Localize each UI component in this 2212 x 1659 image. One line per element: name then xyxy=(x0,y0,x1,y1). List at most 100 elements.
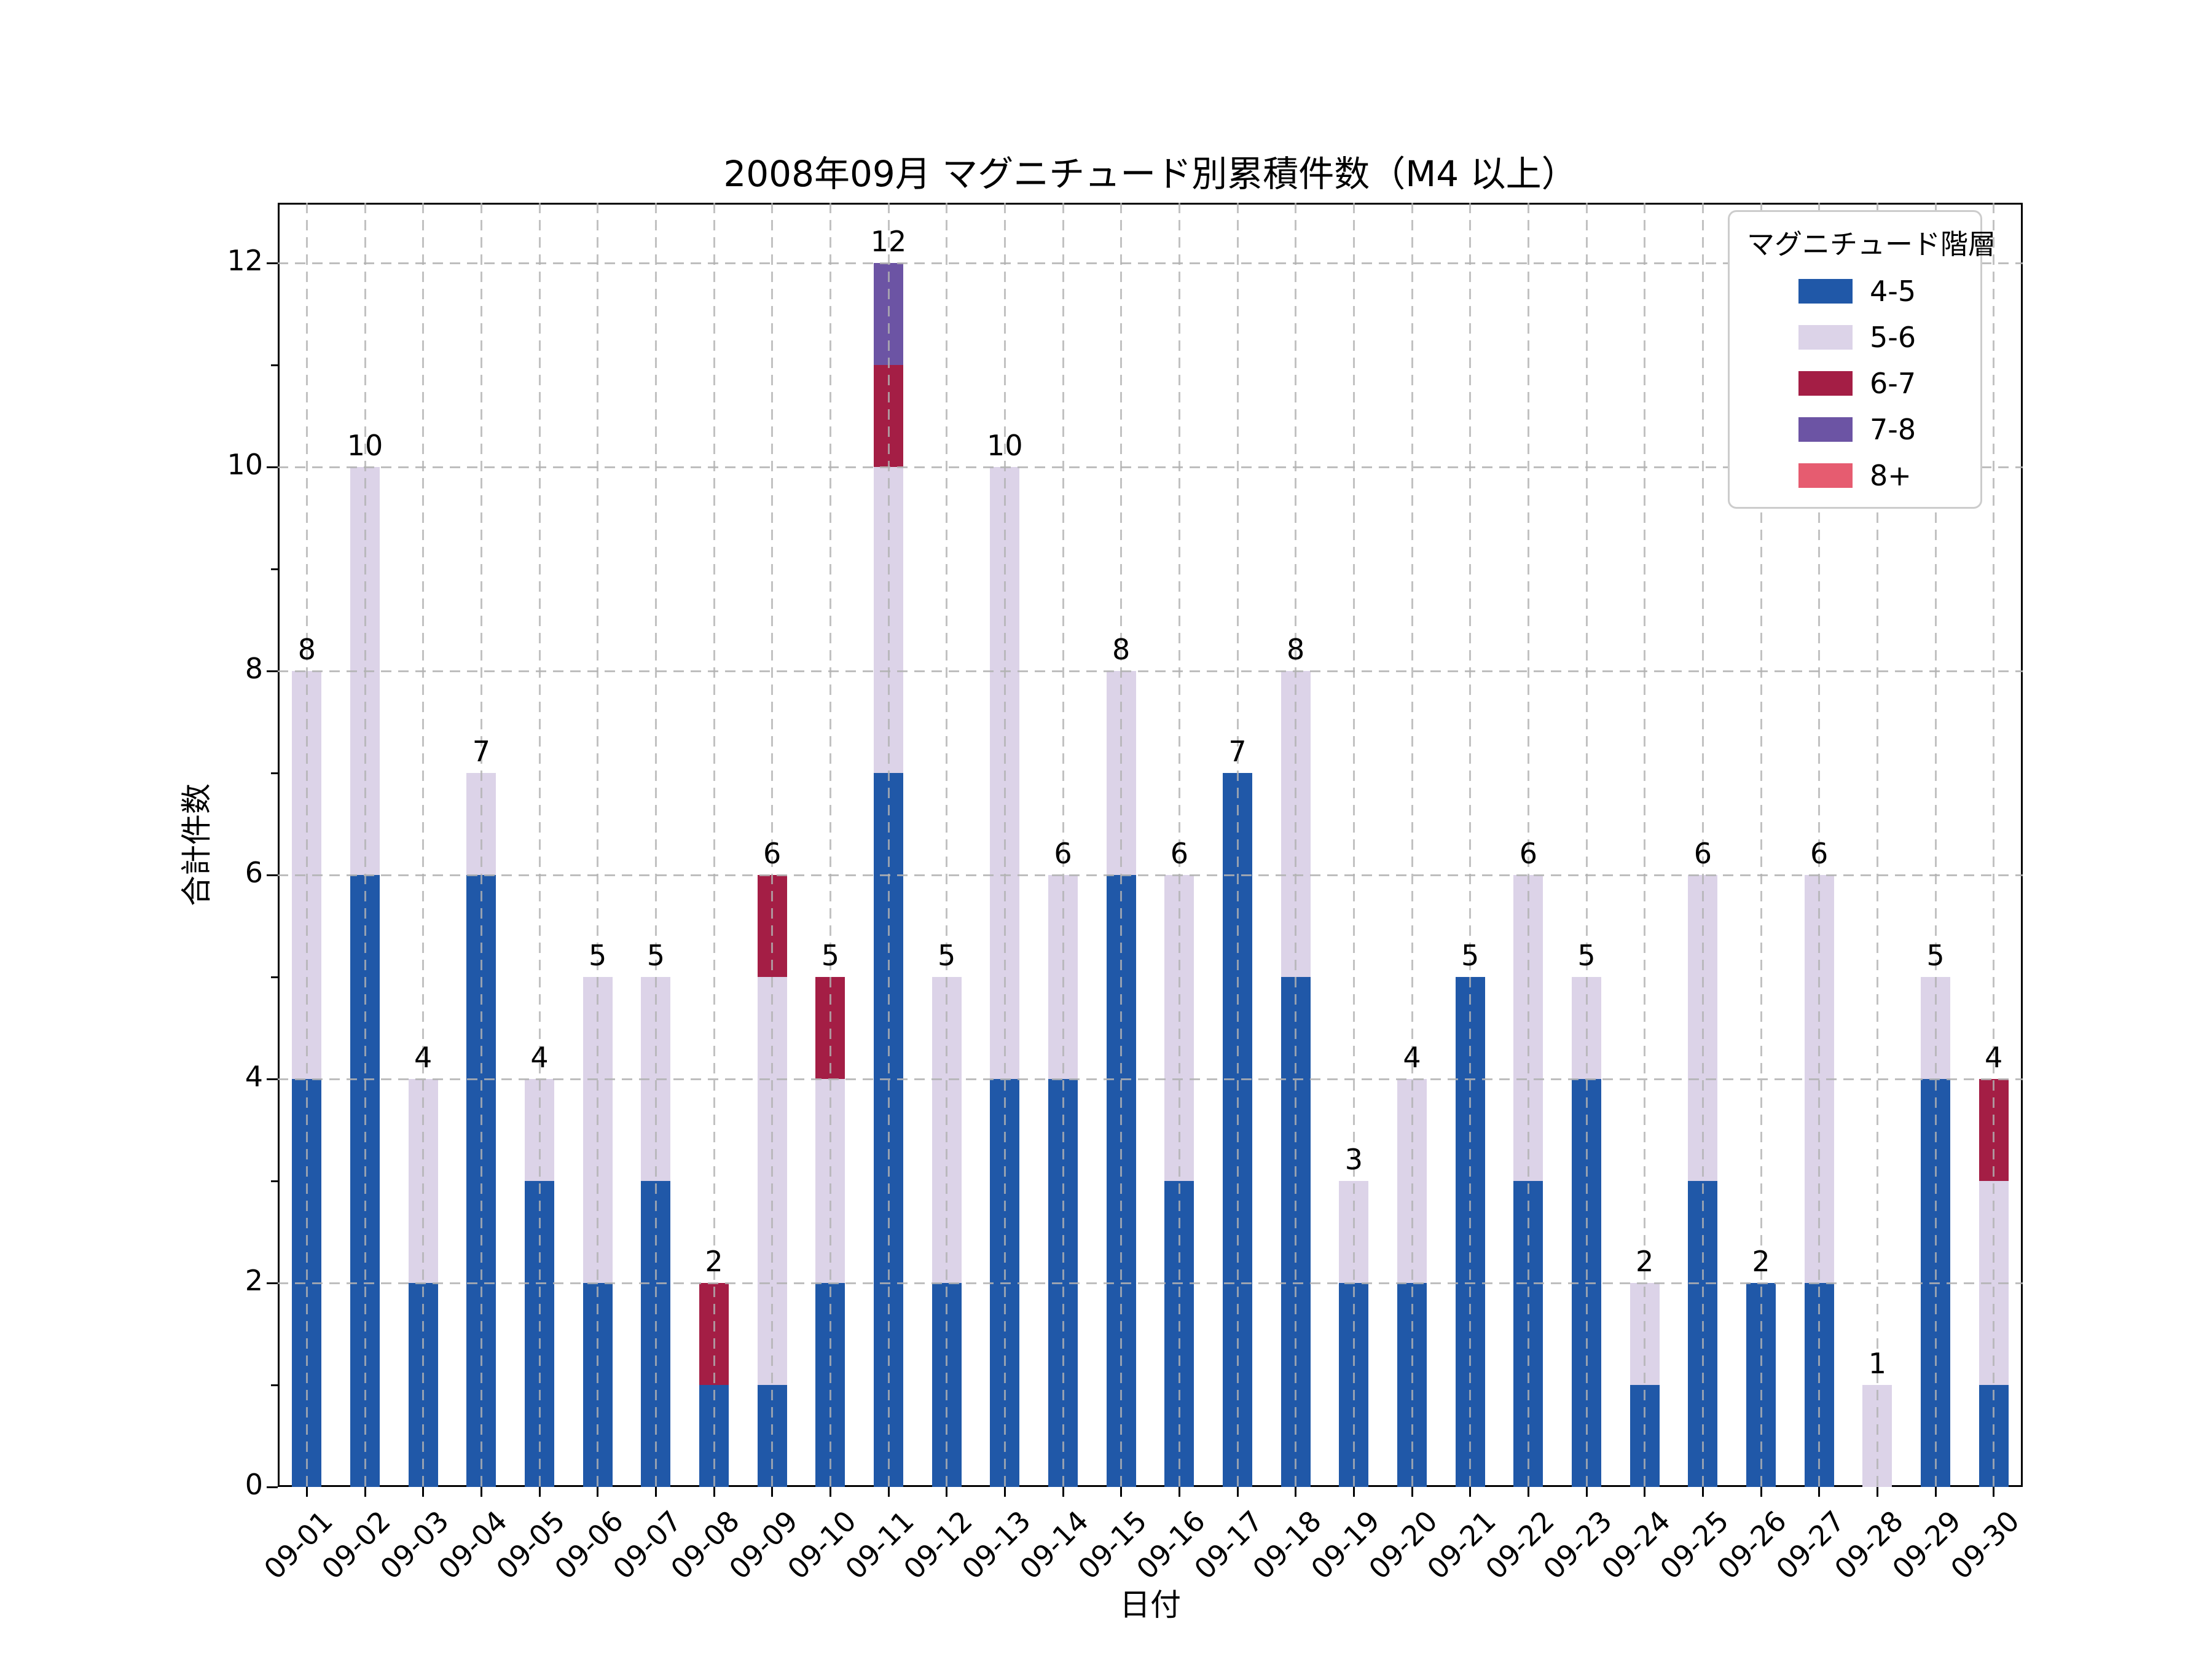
x-grid-line xyxy=(1876,203,1878,1487)
bar-total-label: 5 xyxy=(589,939,607,972)
x-tick-mark xyxy=(1934,1487,1937,1497)
bar-total-label: 10 xyxy=(347,429,383,462)
legend-items: 4-5 5-6 6-7 7-8 8+ xyxy=(1747,275,1974,492)
x-grid-line xyxy=(887,203,890,1487)
y-tick-mark xyxy=(271,364,278,366)
y-axis-label: 合計件数 xyxy=(179,783,214,906)
bar-total-label: 6 xyxy=(1693,837,1712,870)
bar-total-label: 8 xyxy=(1112,633,1131,666)
bar-total-label: 5 xyxy=(1926,939,1945,972)
y-tick-label: 8 xyxy=(245,652,263,685)
x-tick-mark xyxy=(1527,1487,1529,1497)
x-grid-line xyxy=(1527,203,1529,1487)
bar-total-label: 4 xyxy=(414,1041,433,1074)
legend-item: 6-7 xyxy=(1798,367,1974,400)
x-tick-mark xyxy=(1644,1487,1646,1497)
legend-swatch-4-5 xyxy=(1798,279,1853,304)
bar-total-label: 1 xyxy=(1868,1347,1886,1380)
legend-item: 5-6 xyxy=(1798,321,1974,354)
bar-total-label: 5 xyxy=(821,939,839,972)
bar-total-label: 6 xyxy=(763,837,782,870)
bar-total-label: 5 xyxy=(1461,939,1480,972)
x-grid-line xyxy=(422,203,425,1487)
legend-item: 4-5 xyxy=(1798,275,1974,308)
x-grid-line xyxy=(1818,203,1821,1487)
bar-total-label: 6 xyxy=(1054,837,1072,870)
x-grid-line xyxy=(1469,203,1472,1487)
bar-total-label: 8 xyxy=(1287,633,1305,666)
y-tick-mark xyxy=(267,1486,278,1488)
y-tick-mark xyxy=(271,568,278,570)
x-tick-mark xyxy=(713,1487,715,1497)
x-tick-mark xyxy=(654,1487,657,1497)
y-tick-mark xyxy=(267,466,278,468)
bar-total-label: 2 xyxy=(1636,1245,1654,1278)
x-tick-mark xyxy=(1178,1487,1180,1497)
legend-item: 8+ xyxy=(1798,459,1974,492)
y-tick-mark xyxy=(271,772,278,774)
x-tick-mark xyxy=(597,1487,599,1497)
y-tick-mark xyxy=(267,1282,278,1284)
legend-item-label: 6-7 xyxy=(1870,367,1916,400)
x-tick-mark xyxy=(1062,1487,1064,1497)
legend-swatch-7-8 xyxy=(1798,417,1853,442)
legend-item-label: 5-6 xyxy=(1870,321,1916,354)
x-tick-mark xyxy=(1352,1487,1355,1497)
y-tick-label: 6 xyxy=(245,856,263,889)
x-tick-mark xyxy=(1818,1487,1821,1497)
y-grid-line xyxy=(278,874,2023,876)
legend-title: マグニチュード階層 xyxy=(1747,228,1996,261)
x-tick-mark xyxy=(1469,1487,1472,1497)
x-grid-line xyxy=(1178,203,1180,1487)
y-tick-mark xyxy=(267,874,278,876)
x-grid-line xyxy=(1585,203,1588,1487)
bar-total-label: 6 xyxy=(1170,837,1188,870)
x-tick-mark xyxy=(480,1487,482,1497)
y-tick-mark xyxy=(271,1180,278,1182)
x-grid-line xyxy=(829,203,831,1487)
x-tick-mark xyxy=(771,1487,774,1497)
bar-total-label: 2 xyxy=(705,1245,723,1278)
bar-total-label: 7 xyxy=(472,735,490,768)
bar-total-label: 6 xyxy=(1519,837,1537,870)
x-grid-line xyxy=(1003,203,1006,1487)
y-tick-label: 10 xyxy=(227,448,263,481)
y-tick-label: 12 xyxy=(227,244,263,277)
y-tick-mark xyxy=(267,670,278,672)
x-grid-line xyxy=(305,203,308,1487)
x-grid-line xyxy=(1760,203,1762,1487)
legend-swatch-5-6 xyxy=(1798,325,1853,350)
x-grid-line xyxy=(1411,203,1413,1487)
bar-total-label: 12 xyxy=(870,225,907,258)
y-grid-line xyxy=(278,262,2023,264)
x-tick-mark xyxy=(1585,1487,1588,1497)
x-tick-mark xyxy=(946,1487,948,1497)
y-tick-label: 0 xyxy=(245,1468,263,1501)
y-tick-label: 2 xyxy=(245,1264,263,1297)
x-grid-line xyxy=(1120,203,1123,1487)
x-tick-mark xyxy=(305,1487,308,1497)
y-tick-mark xyxy=(271,1384,278,1386)
x-grid-line xyxy=(1062,203,1064,1487)
bar-total-label: 6 xyxy=(1810,837,1829,870)
x-tick-mark xyxy=(1760,1487,1762,1497)
bar-total-label: 5 xyxy=(646,939,665,972)
bar-total-label: 4 xyxy=(1403,1041,1421,1074)
bar-total-label: 8 xyxy=(297,633,316,666)
y-tick-mark xyxy=(271,976,278,978)
x-grid-line xyxy=(597,203,599,1487)
x-tick-mark xyxy=(1411,1487,1413,1497)
legend-swatch-6-7 xyxy=(1798,371,1853,396)
bar-total-label: 5 xyxy=(938,939,956,972)
legend-item-label: 8+ xyxy=(1870,459,1912,492)
x-tick-mark xyxy=(364,1487,366,1497)
x-grid-line xyxy=(771,203,774,1487)
x-grid-line xyxy=(480,203,482,1487)
y-tick-mark xyxy=(267,262,278,264)
x-tick-mark xyxy=(1876,1487,1878,1497)
x-grid-line xyxy=(654,203,657,1487)
x-tick-mark xyxy=(538,1487,541,1497)
chart-title: 2008年09月 マグニチュード別累積件数（M4 以上） xyxy=(723,153,1577,195)
x-tick-mark xyxy=(1993,1487,1995,1497)
